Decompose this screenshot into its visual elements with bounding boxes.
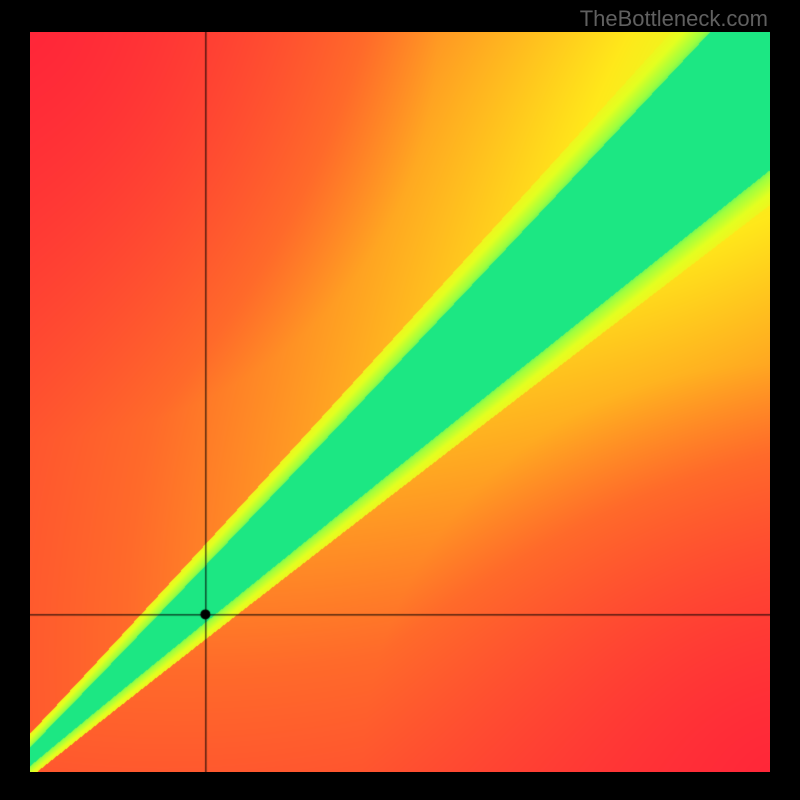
watermark-text: TheBottleneck.com bbox=[580, 6, 768, 32]
bottleneck-heatmap bbox=[30, 32, 770, 772]
chart-container: TheBottleneck.com bbox=[0, 0, 800, 800]
